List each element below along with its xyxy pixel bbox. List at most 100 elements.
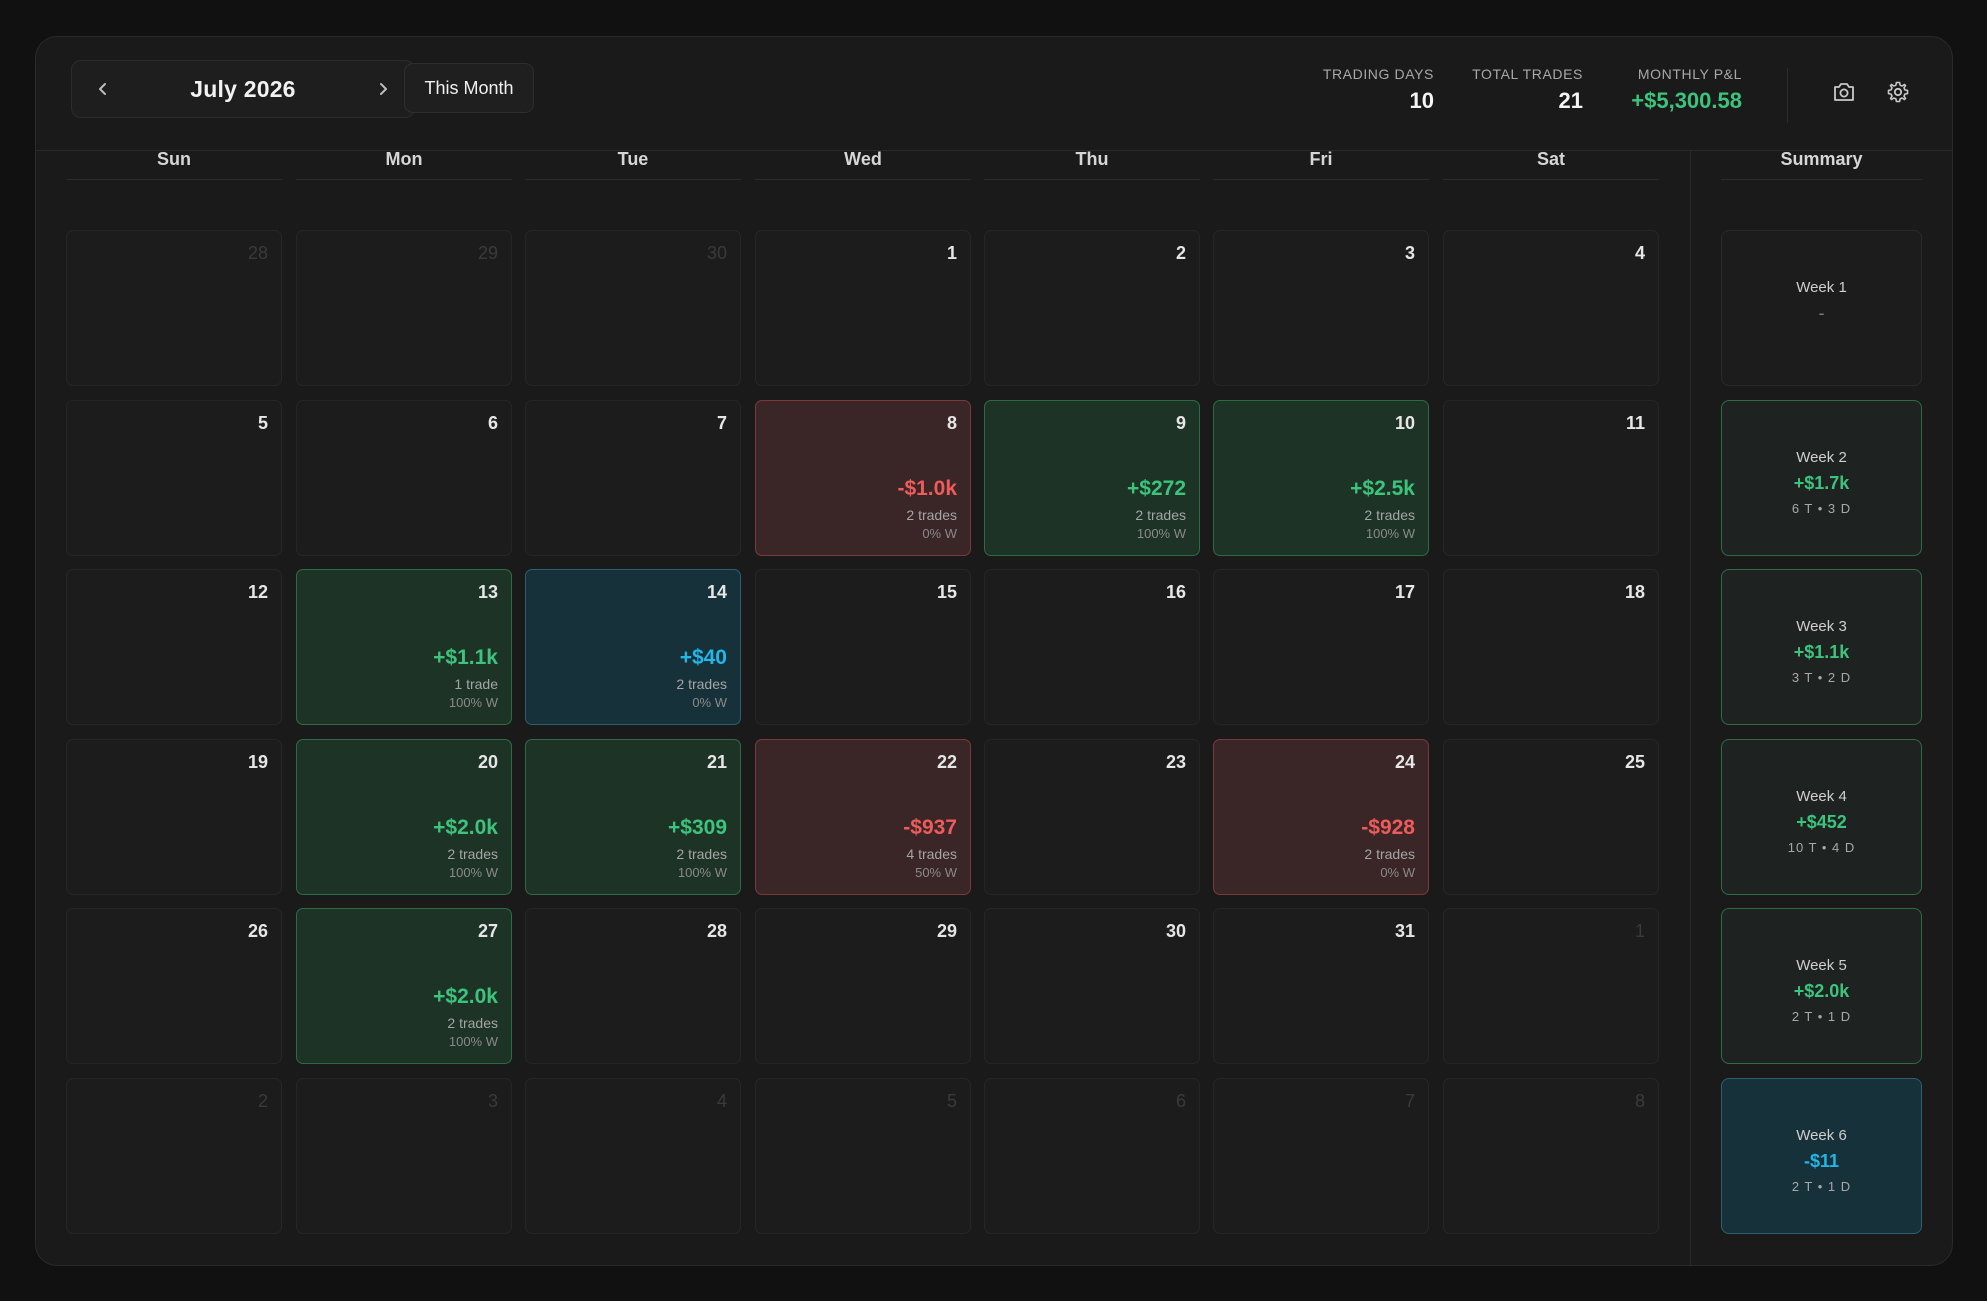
day-number: 7 [1404,1091,1415,1111]
day-number: 8 [1634,1091,1645,1111]
day-cell[interactable]: 15 [755,569,971,725]
day-cell[interactable]: 28 [66,230,282,386]
this-month-button[interactable]: This Month [404,63,534,113]
week-pnl: +$1.7k [1793,473,1850,493]
day-cell[interactable]: 6 [984,1078,1200,1234]
day-cell[interactable]: 8 [1443,1078,1659,1234]
weekday-header-tue: Tue [525,140,741,180]
day-win-rate: 100% W [1365,526,1415,541]
day-cell[interactable]: 29 [296,230,512,386]
prev-month-button[interactable] [86,72,120,106]
day-cell[interactable]: 25 [1443,739,1659,895]
week-pnl: - [1818,303,1825,323]
chevron-right-icon [379,83,387,95]
day-cell[interactable]: 10 +$2.5k 2 trades 100% W [1213,400,1429,556]
day-cell[interactable]: 31 [1213,908,1429,1064]
day-number: 24 [1394,752,1415,772]
day-cell[interactable]: 3 [1213,230,1429,386]
week-pnl: +$2.0k [1793,981,1850,1001]
week-summary-6[interactable]: Week 6 -$11 2 T • 1 D [1721,1078,1922,1234]
day-trade-count: 2 trades [676,676,727,692]
day-cell[interactable]: 13 +$1.1k 1 trade 100% W [296,569,512,725]
screenshot-button[interactable] [1829,77,1859,107]
trading-days-stat: TRADING DAYS 10 [1310,66,1434,114]
day-number: 16 [1165,582,1186,602]
week-meta: 2 T • 1 D [1791,1009,1852,1024]
weekday-header-sun: Sun [66,140,282,180]
day-cell[interactable]: 30 [525,230,741,386]
week-pnl: +$1.1k [1793,642,1850,662]
day-win-rate: 50% W [915,865,957,880]
day-cell[interactable]: 17 [1213,569,1429,725]
day-number: 8 [946,413,957,433]
day-trade-count: 2 trades [676,846,727,862]
day-cell[interactable]: 11 [1443,400,1659,556]
day-number: 30 [1165,921,1186,941]
day-cell[interactable]: 9 +$272 2 trades 100% W [984,400,1200,556]
day-cell[interactable]: 30 [984,908,1200,1064]
day-number: 3 [487,1091,498,1111]
day-cell[interactable]: 2 [66,1078,282,1234]
day-cell[interactable]: 27 +$2.0k 2 trades 100% W [296,908,512,1064]
day-cell[interactable]: 5 [66,400,282,556]
day-cell[interactable]: 14 +$40 2 trades 0% W [525,569,741,725]
day-cell[interactable]: 18 [1443,569,1659,725]
week-label: Week 3 [1796,618,1847,635]
day-number: 2 [257,1091,268,1111]
day-cell[interactable]: 28 [525,908,741,1064]
summary-header: Summary [1721,140,1922,180]
day-cell[interactable]: 8 -$1.0k 2 trades 0% W [755,400,971,556]
day-cell[interactable]: 16 [984,569,1200,725]
week-summary-5[interactable]: Week 5 +$2.0k 2 T • 1 D [1721,908,1922,1064]
day-cell[interactable]: 19 [66,739,282,895]
week-pnl: -$11 [1803,1151,1840,1171]
day-pnl: +$2.5k [1350,477,1415,500]
day-cell[interactable]: 3 [296,1078,512,1234]
day-number: 17 [1394,582,1415,602]
next-month-button[interactable] [366,72,400,106]
day-cell[interactable]: 1 [755,230,971,386]
day-cell[interactable]: 1 [1443,908,1659,1064]
day-win-rate: 100% W [1136,526,1186,541]
day-number: 30 [706,243,727,263]
weekday-header-mon: Mon [296,140,512,180]
day-number: 9 [1175,413,1186,433]
week-summary-4[interactable]: Week 4 +$452 10 T • 4 D [1721,739,1922,895]
day-cell[interactable]: 5 [755,1078,971,1234]
chevron-left-icon [99,83,106,95]
day-cell[interactable]: 7 [525,400,741,556]
week-summary-3[interactable]: Week 3 +$1.1k 3 T • 2 D [1721,569,1922,725]
day-number: 4 [716,1091,727,1111]
day-pnl: +$1.1k [433,646,498,669]
day-cell[interactable]: 6 [296,400,512,556]
day-number: 28 [706,921,727,941]
day-pnl: +$2.0k [433,985,498,1008]
week-label: Week 5 [1796,957,1847,974]
day-number: 11 [1625,413,1645,433]
week-summary-1[interactable]: Week 1 - [1721,230,1922,386]
day-cell[interactable]: 26 [66,908,282,1064]
day-cell[interactable]: 29 [755,908,971,1064]
day-cell[interactable]: 12 [66,569,282,725]
total-trades-label: TOTAL TRADES [1472,66,1583,82]
week-summary-2[interactable]: Week 2 +$1.7k 6 T • 3 D [1721,400,1922,556]
day-cell[interactable]: 23 [984,739,1200,895]
day-cell[interactable]: 24 -$928 2 trades 0% W [1213,739,1429,895]
day-cell[interactable]: 7 [1213,1078,1429,1234]
weekday-header-wed: Wed [755,140,971,180]
trading-days-value: 10 [1409,88,1434,113]
day-cell[interactable]: 4 [1443,230,1659,386]
settings-button[interactable] [1883,77,1913,107]
day-cell[interactable]: 2 [984,230,1200,386]
total-trades-stat: TOTAL TRADES 21 [1460,66,1583,114]
week-meta: 6 T • 3 D [1791,501,1852,516]
monthly-pnl-stat: MONTHLY P&L +$5,300.58 [1600,66,1742,114]
day-cell[interactable]: 22 -$937 4 trades 50% W [755,739,971,895]
week-meta: 3 T • 2 D [1791,670,1852,685]
day-cell[interactable]: 20 +$2.0k 2 trades 100% W [296,739,512,895]
day-number: 6 [487,413,498,433]
day-cell[interactable]: 4 [525,1078,741,1234]
header-separator [36,150,1952,151]
day-cell[interactable]: 21 +$309 2 trades 100% W [525,739,741,895]
week-label: Week 1 [1796,279,1847,296]
